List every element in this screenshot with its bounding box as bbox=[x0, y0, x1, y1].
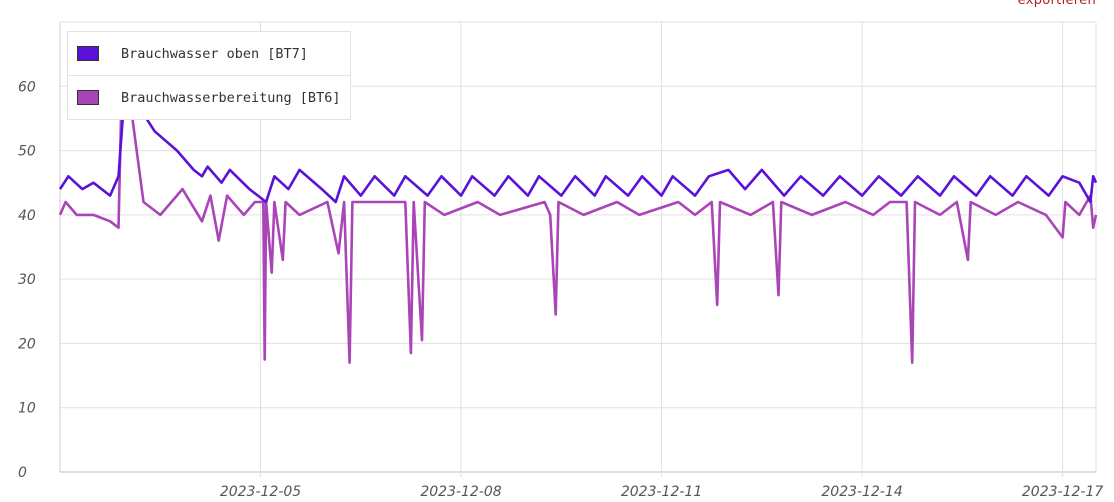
y-tick-label: 60 bbox=[18, 79, 36, 95]
series-lines bbox=[58, 97, 1098, 365]
legend: Brauchwasser oben [BT7] Brauchwasserbere… bbox=[67, 31, 352, 120]
legend-item-bt6[interactable]: Brauchwasserbereitung [BT6] bbox=[68, 76, 350, 119]
legend-swatch-bt7 bbox=[77, 46, 99, 61]
legend-item-bt7[interactable]: Brauchwasser oben [BT7] bbox=[68, 32, 351, 76]
y-tick-label: 30 bbox=[18, 272, 36, 288]
x-tick-label: 2023-12-17 bbox=[1022, 484, 1103, 500]
x-axis: 2023-12-05 2023-12-08 2023-12-11 2023-12-14… bbox=[220, 484, 1104, 500]
y-tick-label: 20 bbox=[18, 336, 36, 352]
series-line-bt6 bbox=[58, 104, 1098, 365]
x-tick-label: 2023-12-11 bbox=[621, 484, 702, 500]
legend-label-bt6: Brauchwasserbereitung [BT6] bbox=[121, 89, 341, 106]
legend-label-bt7: Brauchwasser oben [BT7] bbox=[121, 45, 308, 62]
series-line-bt7 bbox=[58, 97, 1098, 204]
y-tick-label: 0 bbox=[18, 465, 27, 481]
y-tick-label: 50 bbox=[18, 144, 36, 160]
x-tick-label: 2023-12-08 bbox=[420, 484, 501, 500]
y-tick-label: 10 bbox=[18, 401, 36, 417]
x-tick-label: 2023-12-05 bbox=[220, 484, 301, 500]
grid bbox=[59, 21, 1097, 477]
legend-swatch-bt6 bbox=[77, 90, 99, 105]
y-axis: 0 10 20 30 40 50 60 bbox=[18, 79, 36, 481]
export-link[interactable]: exportieren bbox=[1017, 0, 1096, 8]
y-tick-label: 40 bbox=[18, 208, 36, 224]
x-tick-label: 2023-12-14 bbox=[821, 484, 902, 500]
